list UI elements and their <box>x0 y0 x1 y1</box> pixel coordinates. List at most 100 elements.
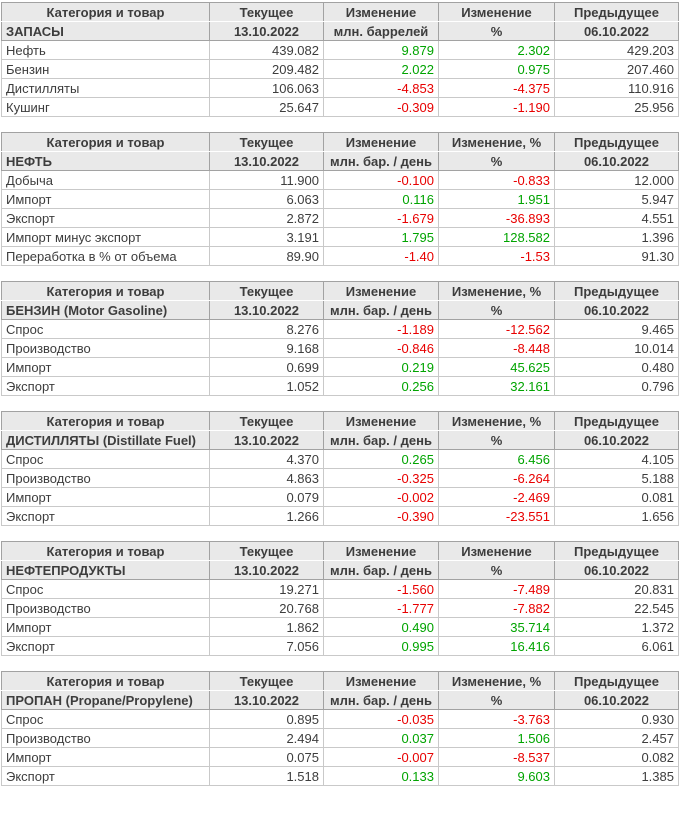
column-header: Категория и товар <box>1 411 210 431</box>
value-change: -1.777 <box>323 598 439 618</box>
table-title: НЕФТЕПРОДУКТЫ <box>1 560 210 580</box>
value-current: 0.895 <box>209 709 324 729</box>
row-label: Спрос <box>1 319 210 339</box>
value-current: 6.063 <box>209 189 324 209</box>
value-change: -0.309 <box>323 97 439 117</box>
value-current: 7.056 <box>209 636 324 656</box>
value-change-pct: -6.264 <box>438 468 555 488</box>
value-change-pct: -7.882 <box>438 598 555 618</box>
row-label: Производство <box>1 598 210 618</box>
value-previous: 1.656 <box>554 506 679 526</box>
value-previous: 12.000 <box>554 170 679 190</box>
value-change-pct: -1.53 <box>438 246 555 266</box>
row-label: Переработка в % от объема <box>1 246 210 266</box>
subheader-row: НЕФТЬ 13.10.2022 млн. бар. / день% 06.10.20… <box>1 151 679 171</box>
value-change: -0.846 <box>323 338 439 358</box>
header-row: Категория и товар Текущее Изменение Изменен… <box>1 541 679 561</box>
subheader-cell: млн. бар. / день <box>323 151 439 171</box>
column-header: Категория и товар <box>1 671 210 691</box>
row-label: Бензин <box>1 59 210 79</box>
table-row: Производство 20.768 -1.777 -7.882 22.545 <box>1 598 679 618</box>
value-change: -1.560 <box>323 579 439 599</box>
table-row: Производство 9.168 -0.846 -8.448 10.014 <box>1 338 679 358</box>
column-header: Категория и товар <box>1 2 210 22</box>
subheader-cell: 13.10.2022 <box>209 560 324 580</box>
table-row: Производство 4.863 -0.325 -6.264 5.188 <box>1 468 679 488</box>
column-header: Предыдущее <box>554 132 679 152</box>
value-change: 0.995 <box>323 636 439 656</box>
table-row: Спрос 8.276 -1.189 -12.562 9.465 <box>1 319 679 339</box>
row-label: Импорт минус экспорт <box>1 227 210 247</box>
row-label: Спрос <box>1 579 210 599</box>
subheader-cell: % <box>438 300 555 320</box>
row-label: Экспорт <box>1 376 210 396</box>
value-change: -0.325 <box>323 468 439 488</box>
table-title: БЕНЗИН (Motor Gasoline) <box>1 300 210 320</box>
value-current: 1.862 <box>209 617 324 637</box>
value-change-pct: -7.489 <box>438 579 555 599</box>
column-header: Изменение <box>323 2 439 22</box>
value-current: 2.494 <box>209 728 324 748</box>
value-change-pct: -2.469 <box>438 487 555 507</box>
subheader-cell: млн. бар. / день <box>323 690 439 710</box>
value-change: 0.116 <box>323 189 439 209</box>
subheader-cell: % <box>438 151 555 171</box>
subheader-cell: млн. баррелей <box>323 21 439 41</box>
table-row: Производство 2.494 0.037 1.506 2.457 <box>1 728 679 748</box>
value-change-pct: -1.190 <box>438 97 555 117</box>
column-header: Изменение <box>323 541 439 561</box>
value-change-pct: -4.375 <box>438 78 555 98</box>
row-label: Экспорт <box>1 636 210 656</box>
table-propane: Категория и товар Текущее Изменение Изменен… <box>1 671 679 786</box>
column-header: Предыдущее <box>554 541 679 561</box>
row-label: Производство <box>1 338 210 358</box>
row-label: Дистилляты <box>1 78 210 98</box>
value-change-pct: 9.603 <box>438 766 555 786</box>
value-previous: 0.081 <box>554 487 679 507</box>
value-change-pct: 1.506 <box>438 728 555 748</box>
table-inventories: Категория и товар Текущее Изменение Изменен… <box>1 2 679 117</box>
column-header: Предыдущее <box>554 281 679 301</box>
value-current: 1.518 <box>209 766 324 786</box>
table-row: Импорт 0.699 0.219 45.625 0.480 <box>1 357 679 377</box>
column-header: Предыдущее <box>554 671 679 691</box>
value-change-pct: -23.551 <box>438 506 555 526</box>
value-current: 2.872 <box>209 208 324 228</box>
row-label: Импорт <box>1 487 210 507</box>
value-change: 1.795 <box>323 227 439 247</box>
table-row: Импорт 0.075 -0.007 -8.537 0.082 <box>1 747 679 767</box>
value-previous: 1.396 <box>554 227 679 247</box>
value-change-pct: -8.448 <box>438 338 555 358</box>
column-header: Категория и товар <box>1 281 210 301</box>
row-label: Кушинг <box>1 97 210 117</box>
table-row: Импорт 6.063 0.116 1.951 5.947 <box>1 189 679 209</box>
row-label: Спрос <box>1 709 210 729</box>
value-previous: 0.480 <box>554 357 679 377</box>
value-change: -1.679 <box>323 208 439 228</box>
table-row: Переработка в % от объема 89.90 -1.40 -1.53… <box>1 246 679 266</box>
value-previous: 4.105 <box>554 449 679 469</box>
value-change: 0.490 <box>323 617 439 637</box>
value-previous: 1.385 <box>554 766 679 786</box>
value-previous: 0.796 <box>554 376 679 396</box>
subheader-cell: 06.10.2022 <box>554 690 679 710</box>
subheader-cell: 13.10.2022 <box>209 430 324 450</box>
value-current: 106.063 <box>209 78 324 98</box>
value-current: 4.370 <box>209 449 324 469</box>
row-label: Экспорт <box>1 506 210 526</box>
row-label: Импорт <box>1 357 210 377</box>
table-row: Спрос 4.370 0.265 6.456 4.105 <box>1 449 679 469</box>
column-header: Изменение <box>323 132 439 152</box>
eia-weekly-report: Категория и товар Текущее Изменение Изменен… <box>1 2 679 786</box>
subheader-row: НЕФТЕПРОДУКТЫ 13.10.2022 млн. бар. / день%… <box>1 560 679 580</box>
table-title: НЕФТЬ <box>1 151 210 171</box>
value-change-pct: 32.161 <box>438 376 555 396</box>
value-previous: 0.930 <box>554 709 679 729</box>
table-distillate: Категория и товар Текущее Изменение Изменен… <box>1 411 679 526</box>
column-header: Текущее <box>209 281 324 301</box>
column-header: Категория и товар <box>1 132 210 152</box>
table-crude-oil: Категория и товар Текущее Изменение Изменен… <box>1 132 679 266</box>
column-header: Изменение <box>323 281 439 301</box>
column-header: Текущее <box>209 132 324 152</box>
value-change-pct: 6.456 <box>438 449 555 469</box>
